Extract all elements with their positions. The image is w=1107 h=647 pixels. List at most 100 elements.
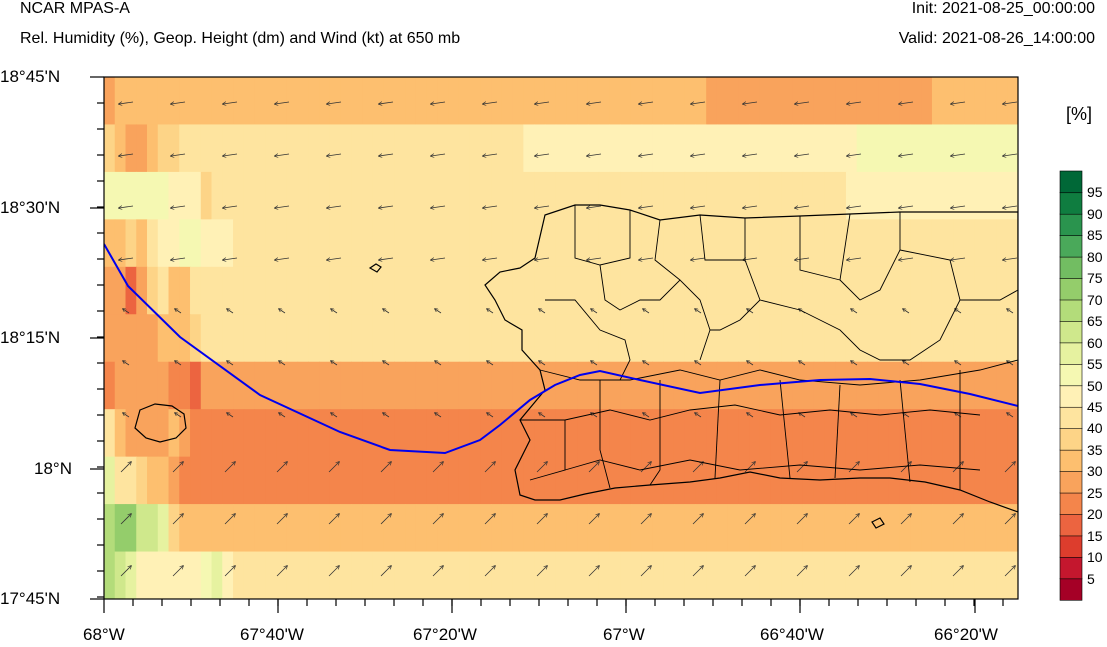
rh-cell <box>630 219 643 268</box>
rh-cell <box>512 219 524 268</box>
rh-cell <box>878 504 890 553</box>
rh-cell <box>577 171 589 220</box>
rh-cell <box>491 77 503 126</box>
rh-cell <box>104 171 116 220</box>
rh-cell <box>523 219 535 268</box>
rh-cell <box>566 361 578 410</box>
rh-cell <box>308 266 320 315</box>
rh-cell <box>265 551 277 599</box>
rh-cell <box>953 504 965 553</box>
rh-cell <box>222 266 234 315</box>
rh-cell <box>211 409 223 458</box>
wind-arrow <box>331 309 338 314</box>
rh-cell <box>716 77 729 126</box>
model-title: NCAR MPAS-A <box>20 0 130 17</box>
rh-cell <box>964 124 976 173</box>
rh-cell <box>1007 171 1018 220</box>
rh-cell <box>802 124 815 173</box>
wind-arrow <box>795 258 810 260</box>
init-time: Init: 2021-08-25_00:00:00 <box>911 0 1095 17</box>
rh-cell <box>104 77 116 126</box>
rh-cell <box>394 171 406 220</box>
wind-arrow <box>279 413 286 418</box>
rh-cell <box>200 171 213 220</box>
rh-cell <box>329 361 342 410</box>
rh-cell <box>652 361 664 410</box>
rh-cell <box>770 266 783 315</box>
rh-cell <box>372 551 385 599</box>
rh-cell <box>340 551 352 599</box>
rh-cell <box>544 504 557 553</box>
wind-arrow <box>847 258 862 260</box>
rh-cell <box>147 551 159 599</box>
rh-cell <box>534 219 546 268</box>
rh-cell <box>587 266 600 315</box>
rh-cell <box>405 361 417 410</box>
wind-arrow <box>587 154 602 156</box>
rh-cell <box>813 361 826 410</box>
rh-cell <box>254 266 266 315</box>
rh-cell <box>684 77 697 126</box>
colorbar-swatch <box>1059 535 1083 558</box>
rh-cell <box>781 504 793 553</box>
rh-cell <box>351 456 363 505</box>
wind-arrow <box>1007 413 1014 418</box>
rh-cell <box>609 219 621 268</box>
wind-arrow <box>744 462 755 473</box>
rh-cell <box>781 456 793 505</box>
rh-cell <box>824 504 836 553</box>
geopotential-contour <box>104 243 1018 455</box>
rh-cell <box>781 266 793 315</box>
rh-cell <box>501 171 514 220</box>
rh-cell <box>211 171 223 220</box>
rh-cell <box>265 77 277 126</box>
rh-cell <box>168 266 180 315</box>
wind-arrow <box>851 413 858 418</box>
rh-cell <box>136 409 148 458</box>
rh-cell <box>620 171 632 220</box>
wind-arrow <box>223 206 238 208</box>
rh-cell <box>157 456 170 505</box>
rh-cell <box>727 124 740 173</box>
rh-cell <box>835 219 847 268</box>
rh-cell <box>405 409 417 458</box>
rh-cell <box>372 219 385 268</box>
rh-cell <box>265 504 277 553</box>
rh-cell <box>319 456 331 505</box>
wind-arrow <box>795 206 810 208</box>
wind-arrow <box>587 206 602 208</box>
rh-cell <box>297 314 309 363</box>
rh-cell <box>770 361 783 410</box>
rh-cell <box>738 314 750 363</box>
rh-cell <box>555 504 567 553</box>
rh-cell <box>888 77 901 126</box>
rh-cell <box>448 551 460 599</box>
rh-cell <box>523 504 535 553</box>
rh-cell <box>136 266 148 315</box>
wind-arrow <box>899 258 914 260</box>
rh-cell <box>362 409 374 458</box>
rh-cell <box>200 456 213 505</box>
rh-cell <box>168 409 180 458</box>
rh-cell <box>308 456 320 505</box>
rh-cell <box>953 456 965 505</box>
rh-cell <box>383 171 395 220</box>
rh-cell <box>996 551 1008 599</box>
rh-cell <box>329 219 342 268</box>
rh-cell <box>555 409 567 458</box>
rh-cell <box>566 171 578 220</box>
wind-arrow <box>328 462 339 473</box>
rh-cell <box>727 314 740 363</box>
rh-cell <box>652 456 664 505</box>
rh-cell <box>759 266 772 315</box>
rh-cell <box>544 171 557 220</box>
wind-arrow <box>588 566 599 577</box>
rh-cell <box>663 77 675 126</box>
rh-cell <box>652 504 664 553</box>
wind-arrow <box>743 102 758 104</box>
wind-arrow <box>487 309 494 314</box>
rh-cell <box>394 266 406 315</box>
rh-cell <box>770 77 783 126</box>
wind-arrow <box>591 309 598 314</box>
rh-cell <box>609 504 621 553</box>
